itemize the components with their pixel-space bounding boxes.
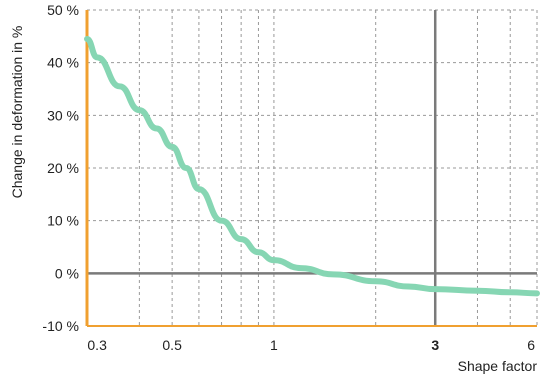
grid-layer [87, 9, 538, 326]
x-tick-label: 0.5 [162, 337, 182, 353]
x-tick-label: 6 [527, 337, 535, 353]
series-layer [84, 35, 540, 297]
y-tick-label: -10 % [42, 318, 79, 334]
y-tick-label: 40 % [47, 55, 79, 71]
x-axis-title: Shape factor [458, 358, 538, 374]
x-tick-label: 0.3 [87, 337, 107, 353]
tick-labels: -10 % 0 % 10 % 20 % 30 % 40 % 50 % 0.3 0.5 1 3 6 [42, 2, 535, 353]
reference-lines [87, 10, 537, 326]
y-tick-label: 0 % [55, 265, 79, 281]
x-tick-label: 3 [431, 337, 439, 353]
y-tick-label: 50 % [47, 2, 79, 18]
y-tick-label: 30 % [47, 107, 79, 123]
y-tick-label: 20 % [47, 160, 79, 176]
axes [85, 10, 537, 327]
x-tick-label: 1 [270, 337, 278, 353]
series-line [84, 35, 540, 297]
y-tick-label: 10 % [47, 213, 79, 229]
y-axis-title: Change in deformation in % [9, 26, 25, 199]
